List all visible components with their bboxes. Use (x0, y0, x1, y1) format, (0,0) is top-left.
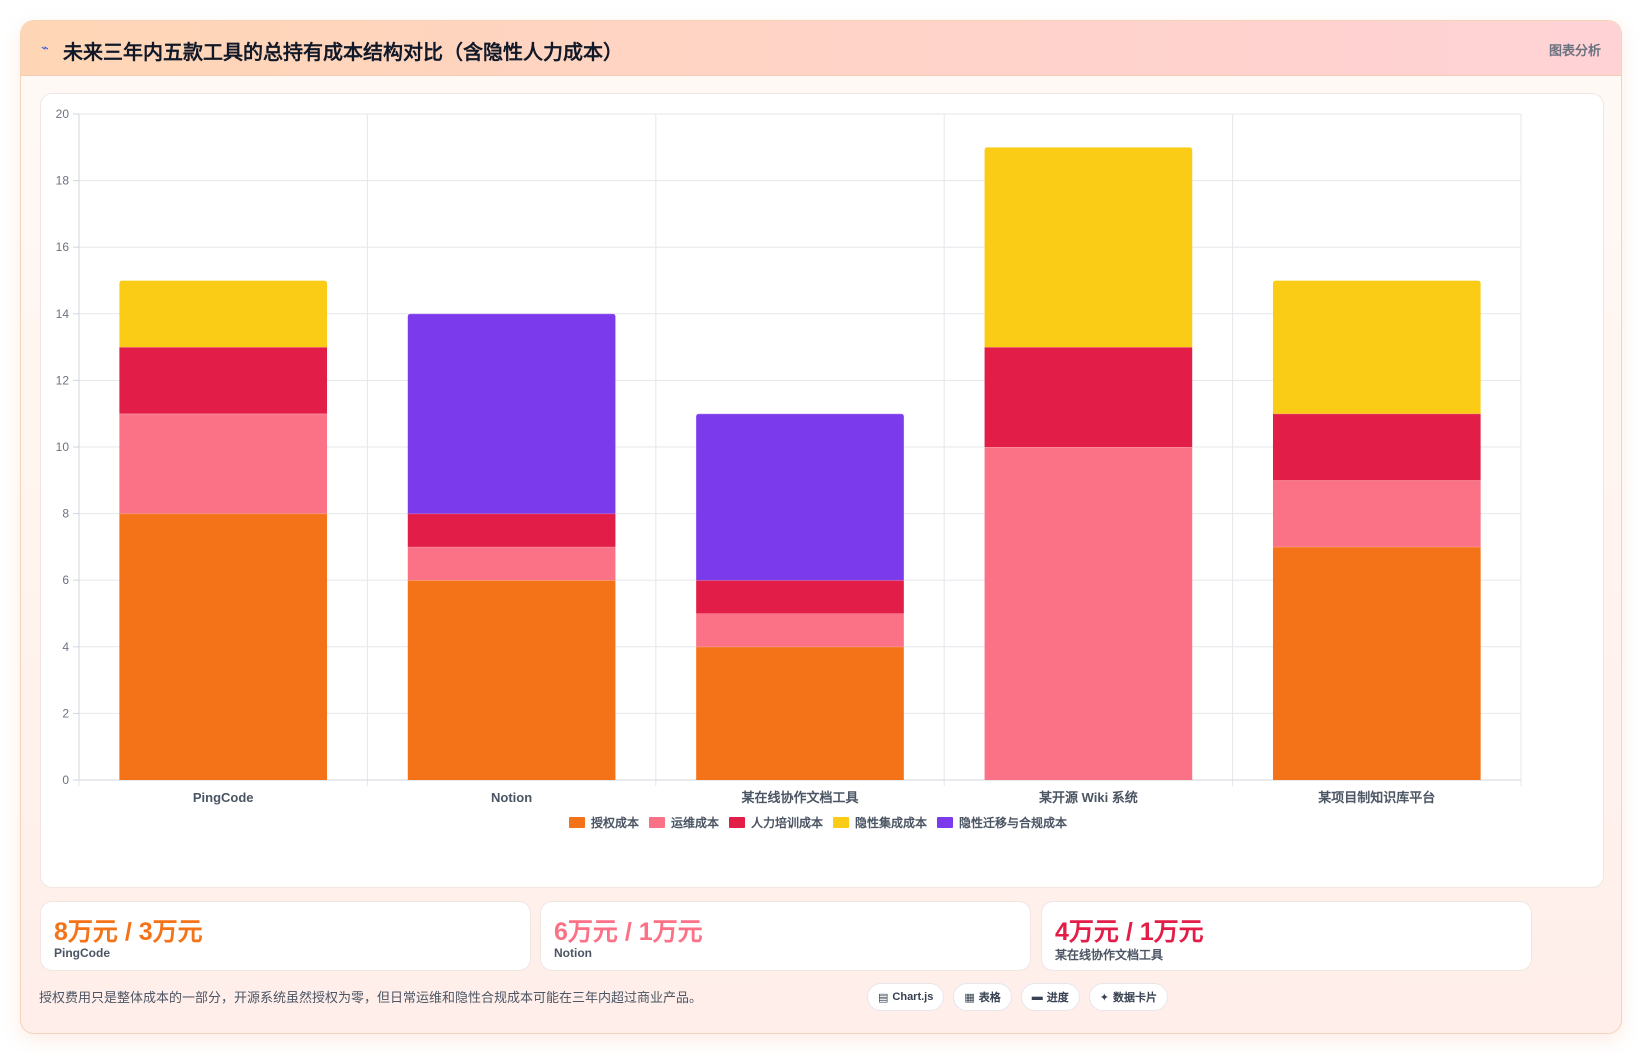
y-tick-label: 6 (62, 573, 69, 587)
bar-segment (1272, 413, 1481, 481)
y-tick-label: 4 (62, 640, 69, 654)
footnote: 授权费用只是整体成本的一部分，开源系统虽然授权为零，但日常运维和隐性合规成本可能… (39, 990, 703, 1005)
y-tick-label: 2 (62, 706, 69, 720)
bar-segment (696, 613, 904, 647)
bar-segment (407, 546, 616, 581)
table-icon: ▦ (964, 991, 975, 1004)
chart-icon: ▤ (878, 991, 889, 1004)
bar-segment (407, 313, 616, 514)
bar-segment (119, 413, 328, 514)
y-tick-label: 16 (56, 240, 70, 254)
chip-label: 数据卡片 (1113, 992, 1157, 1004)
legend-label: 隐性集成成本 (855, 815, 927, 830)
bar-segment (696, 580, 904, 614)
x-tick-label: 某在线协作文档工具 (740, 790, 858, 805)
x-tick-label: 某项目制知识库平台 (1317, 790, 1435, 805)
y-tick-label: 18 (56, 174, 70, 188)
bar-segment (696, 413, 904, 581)
chart-line-icon: ⌁ (41, 40, 49, 55)
legend-label: 人力培训成本 (751, 815, 823, 830)
stat-card-notion: 6万元 / 1万元 Notion (540, 901, 1031, 971)
bar-segment (696, 646, 904, 780)
stat-label: 某在线协作文档工具 (1055, 948, 1164, 962)
chip-label: Chart.js (892, 991, 934, 1003)
chip-label: 表格 (978, 992, 1001, 1004)
y-tick-label: 20 (56, 107, 70, 121)
chip-data-card[interactable]: ✦ 数据卡片 (1088, 983, 1168, 1011)
card-header: ⌁ 未来三年内五款工具的总持有成本结构对比（含隐性人力成本） 图表分析 (21, 21, 1621, 76)
legend-label: 隐性迁移与合规成本 (959, 815, 1067, 830)
sparkle-icon: ✦ (1099, 991, 1109, 1004)
legend-swatch (937, 817, 953, 828)
chip-table[interactable]: ▦ 表格 (953, 983, 1012, 1011)
bar-segment (1272, 546, 1481, 780)
x-tick-label: Notion (491, 790, 532, 805)
legend-swatch (649, 817, 665, 828)
chart-panel: 0 2 4 6 8 10 12 14 16 18 20 PingCode Notion 某在线协作文档工具… (40, 93, 1604, 888)
bar-segment (407, 513, 616, 547)
stat-label: PingCode (54, 946, 110, 960)
legend-swatch (569, 817, 585, 828)
legend-swatch (729, 817, 745, 828)
stat-value: 8万元 / 3万元 (54, 918, 203, 946)
legend-label: 运维成本 (671, 815, 719, 830)
y-tick-label: 0 (62, 773, 69, 787)
y-tick-label: 14 (56, 307, 70, 321)
bar-segment (984, 147, 1193, 348)
y-tick-label: 10 (56, 440, 70, 454)
bar-segment (984, 447, 1193, 780)
legend-label: 授权成本 (591, 815, 639, 830)
bar-segment (984, 347, 1193, 447)
bar-segment (1272, 280, 1481, 414)
chip-chartjs[interactable]: ▤ Chart.js (867, 983, 945, 1011)
progress-icon: ▬ (1031, 991, 1043, 1003)
x-tick-label: PingCode (193, 790, 254, 805)
stacked-bar-chart: 0 2 4 6 8 10 12 14 16 18 20 PingCode Notion 某在线协作文档工具… (56, 107, 1522, 830)
stat-card-online-doc: 4万元 / 1万元 某在线协作文档工具 (1041, 901, 1532, 971)
bar-segment (119, 347, 328, 414)
stat-card-pingcode: 8万元 / 3万元 PingCode (40, 901, 531, 971)
x-tick-label: 某开源 Wiki 系统 (1038, 790, 1138, 805)
bar-segment (1272, 480, 1481, 547)
chart-analysis-tag: 图表分析 (1548, 43, 1601, 58)
bar-segment (119, 280, 328, 348)
stat-label: Notion (554, 946, 592, 960)
stat-value: 4万元 / 1万元 (1055, 918, 1204, 946)
chip-group: ▤ Chart.js ▦ 表格 ▬ 进度 ✦ 数据卡片 (867, 983, 1168, 1011)
bar-segment (119, 513, 328, 780)
y-tick-label: 8 (62, 507, 69, 521)
chip-progress[interactable]: ▬ 进度 (1020, 983, 1080, 1011)
bar-segment (407, 580, 616, 780)
chart-card: ⌁ 未来三年内五款工具的总持有成本结构对比（含隐性人力成本） 图表分析 0 2 4 6… (20, 20, 1622, 1034)
y-tick-label: 12 (56, 373, 70, 387)
stat-value: 6万元 / 1万元 (554, 918, 703, 946)
chart-title: 未来三年内五款工具的总持有成本结构对比（含隐性人力成本） (63, 42, 623, 64)
legend-swatch (833, 817, 849, 828)
chip-label: 进度 (1046, 992, 1069, 1004)
